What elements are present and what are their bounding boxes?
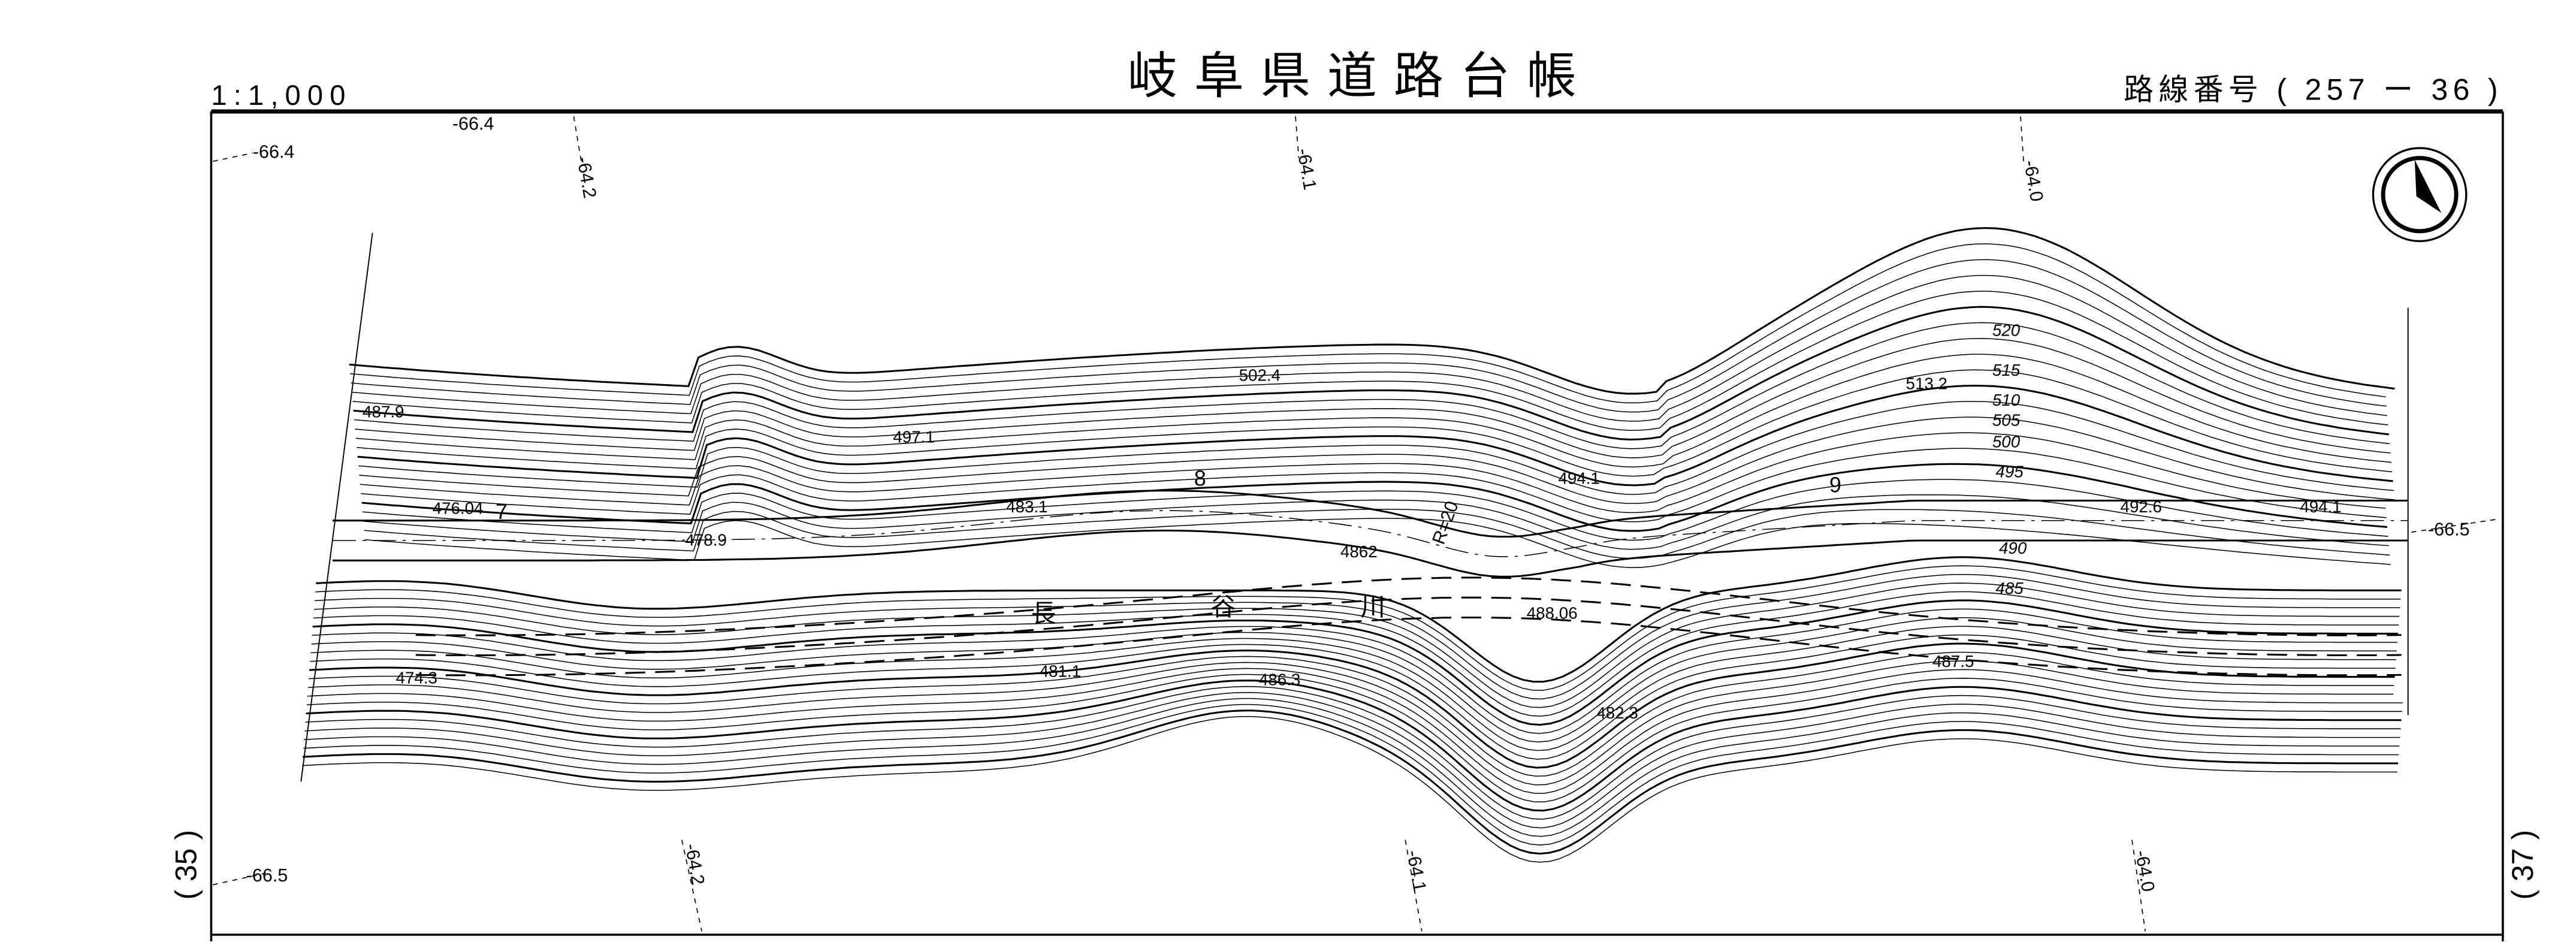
contour-line xyxy=(415,616,2402,677)
contour-line xyxy=(365,518,2391,569)
left-sheet-label: ( 35 ) xyxy=(169,830,203,900)
contour-line xyxy=(304,692,2400,829)
grid-label: -66.5 xyxy=(246,865,288,886)
elevation-label: 488.06 xyxy=(1527,603,1578,622)
river-name-char: 長 xyxy=(1031,599,1056,627)
contour-line xyxy=(357,385,2393,487)
elevation-label: 482.3 xyxy=(1596,704,1638,722)
contour-line xyxy=(310,626,2396,751)
contour-line xyxy=(309,651,2394,777)
elevation-label: 487.9 xyxy=(363,403,404,421)
elevation-label: 502.4 xyxy=(1239,366,1281,385)
elevation-label: 494.1 xyxy=(1558,469,1599,488)
contour-line xyxy=(361,448,2387,523)
curve-label: R=20 xyxy=(1429,499,1463,547)
contour-line xyxy=(351,259,2387,413)
contour-line xyxy=(354,322,2390,449)
road xyxy=(333,490,2408,578)
grid-label: -64.0 xyxy=(2131,849,2159,893)
contour-line xyxy=(316,556,2402,683)
contour-line xyxy=(362,479,2388,541)
elevation-label: 486.3 xyxy=(1259,670,1300,689)
elevation-label: 476.04 xyxy=(433,499,484,518)
station-label: 7 xyxy=(496,499,508,524)
contour-line xyxy=(333,490,2408,538)
contour-line xyxy=(363,494,2389,550)
scale-label: 1:1,000 xyxy=(211,79,352,111)
elevation-label: 481.1 xyxy=(1040,662,1081,681)
grid-label: -64.0 xyxy=(2020,159,2047,203)
grid-label: -66.5 xyxy=(2428,520,2470,540)
contour-line xyxy=(306,674,2402,803)
contour-line xyxy=(311,617,2397,742)
elevation-label: 474.3 xyxy=(396,669,437,687)
contour-label: 520 xyxy=(1992,321,2021,340)
contour-line xyxy=(303,704,2399,846)
elevation-label: 478.9 xyxy=(685,530,726,549)
contour-line xyxy=(415,596,2402,657)
station-label: 8 xyxy=(1194,466,1206,490)
contour-line xyxy=(355,354,2392,468)
grid-label: -66.4 xyxy=(253,142,295,162)
river-name-char: 谷 xyxy=(1210,593,1236,621)
contour-line xyxy=(333,529,2408,578)
contour-line xyxy=(349,227,2395,395)
contour-label: 495 xyxy=(1995,463,2024,481)
contour-line xyxy=(361,463,2388,532)
grid-markers xyxy=(213,116,2500,932)
contour-line xyxy=(415,576,2402,636)
elevation-label: 492.6 xyxy=(2121,497,2162,516)
page-title: 岐阜県道路台帳 xyxy=(1128,48,1593,104)
contour-line xyxy=(307,668,2403,794)
contour-line xyxy=(303,709,2399,855)
contour-line xyxy=(309,642,2395,769)
elevation-label: 483.1 xyxy=(1006,497,1047,516)
contour-line xyxy=(357,369,2393,477)
contour-label: 500 xyxy=(1992,433,2021,451)
contour-line xyxy=(350,243,2386,403)
contour-line xyxy=(351,274,2388,422)
contour-line xyxy=(312,599,2399,726)
river xyxy=(415,576,2402,677)
contour-line xyxy=(353,306,2389,441)
contour-line xyxy=(310,634,2396,760)
grid-label: -64.1 xyxy=(1403,849,1430,893)
contour-line xyxy=(307,660,2394,786)
grid-label: -64.2 xyxy=(681,842,709,886)
contour-label: 505 xyxy=(1992,411,2021,430)
contour-line xyxy=(301,715,2397,863)
north-arrow-icon xyxy=(2372,147,2468,243)
elevation-label: 497.1 xyxy=(893,427,934,446)
right-sheet-label: ( 37 ) xyxy=(2506,830,2539,900)
survey-border-left xyxy=(300,233,373,782)
contour-line xyxy=(305,686,2401,820)
route-number: 路線番号 ( 257 ー 36 ) xyxy=(2124,73,2503,107)
contour-line xyxy=(306,680,2402,812)
contour-line xyxy=(355,338,2391,458)
contour-line xyxy=(315,573,2400,700)
elevation-label: 513.2 xyxy=(1906,374,1947,393)
river-name-char: 川 xyxy=(1360,593,1385,621)
elevation-label: 494.1 xyxy=(2300,497,2341,516)
contour-line xyxy=(360,432,2386,514)
contour-line xyxy=(304,698,2400,837)
contour-label: 485 xyxy=(1995,579,2024,597)
contour-line xyxy=(312,608,2397,734)
grid-label: -66.4 xyxy=(452,114,494,134)
elevation-label: 4862 xyxy=(1340,542,1378,561)
contour-lines xyxy=(301,227,2403,863)
contour-line xyxy=(352,291,2388,431)
contour-line xyxy=(358,401,2394,495)
contour-line xyxy=(333,510,2408,557)
grid-label: -64.1 xyxy=(1293,147,1321,191)
elevation-label: 487.5 xyxy=(1932,652,1974,671)
contour-line xyxy=(313,582,2400,708)
grid-label: -64.2 xyxy=(573,155,600,200)
station-label: 9 xyxy=(1829,473,1841,497)
contour-label: 510 xyxy=(1992,391,2021,409)
contour-line xyxy=(359,416,2395,504)
contour-label: 515 xyxy=(1992,361,2021,379)
contour-label: 490 xyxy=(1999,539,2027,557)
